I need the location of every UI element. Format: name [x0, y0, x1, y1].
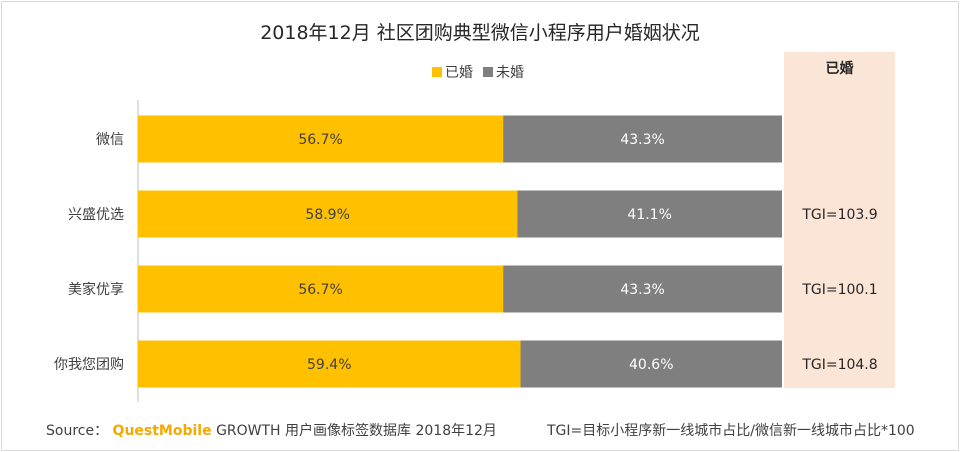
data-label: 59.4%: [307, 357, 351, 373]
footer-note: TGI=目标小程序新一线城市占比/微信新一线城市占比*100: [547, 423, 915, 439]
data-label: 58.9%: [305, 207, 349, 223]
bar-married: [138, 265, 504, 313]
legend-swatch-married: [432, 67, 442, 77]
chart-title: 2018年12月 社区团购典型微信小程序用户婚姻状况: [260, 22, 700, 44]
category-label: 你我您团购: [54, 356, 124, 373]
tgi-header: 已婚: [825, 61, 854, 77]
data-label: 56.7%: [298, 282, 342, 298]
legend-label-married: 已婚: [445, 65, 473, 81]
brand-logo: QuestMobile: [112, 423, 212, 439]
source-label: Source：: [46, 423, 109, 439]
legend-item-unmarried: 未婚: [483, 62, 524, 82]
bar-unmarried: [517, 190, 782, 238]
category-label: 美家优享: [68, 281, 124, 298]
tgi-value: TGI=103.9: [801, 207, 877, 223]
legend-swatch-unmarried: [483, 67, 493, 77]
category-label: 微信: [96, 132, 124, 148]
data-label: 43.3%: [620, 132, 664, 148]
tgi-value: TGI=100.1: [801, 282, 877, 298]
bar-married: [138, 115, 504, 163]
tgi-value: TGI=104.8: [801, 357, 877, 373]
legend-label-unmarried: 未婚: [496, 65, 524, 81]
bar-unmarried: [520, 340, 782, 388]
bar-married: [138, 340, 521, 388]
data-label: 41.1%: [627, 207, 671, 223]
data-label: 40.6%: [629, 357, 673, 373]
legend-item-married: 已婚: [432, 62, 473, 82]
source-text: GROWTH 用户画像标签数据库 2018年12月: [216, 423, 497, 439]
legend: 已婚 未婚: [432, 62, 534, 82]
bar-married: [138, 190, 518, 238]
data-label: 56.7%: [298, 132, 342, 148]
footer-source: Source： QuestMobile GROWTH 用户画像标签数据库 201…: [46, 420, 497, 440]
tgi-panel: [784, 52, 895, 388]
data-label: 43.3%: [620, 282, 664, 298]
bar-unmarried: [503, 265, 782, 313]
category-label: 兴盛优选: [68, 207, 124, 223]
bar-unmarried: [503, 115, 782, 163]
